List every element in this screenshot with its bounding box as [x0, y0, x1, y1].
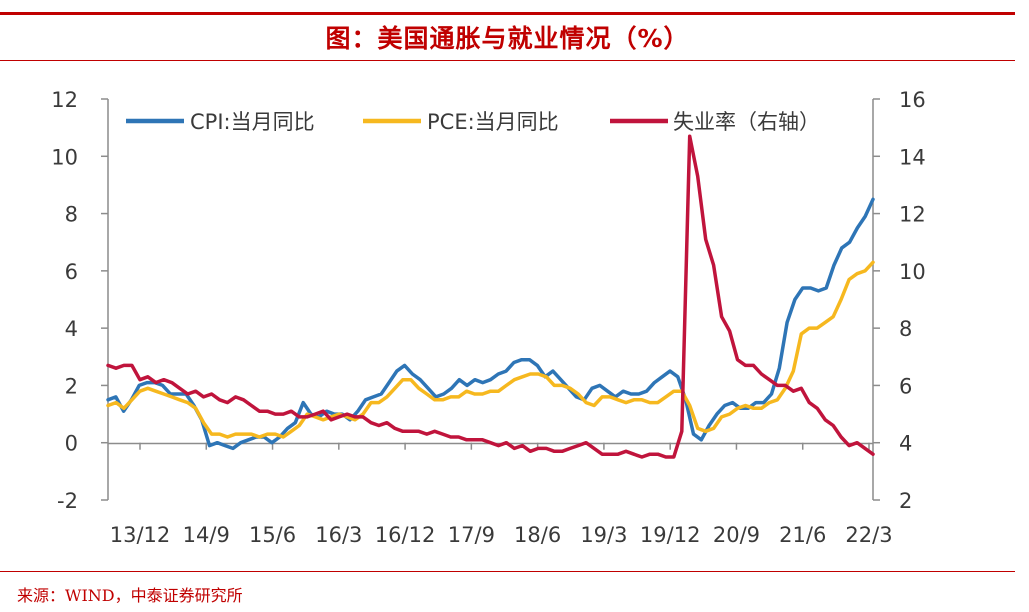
- right-y-tick-label: 6: [899, 374, 912, 398]
- unemployment-series-line: [106, 134, 875, 459]
- x-tick-label: 21/6: [779, 523, 826, 547]
- pce-series-line: [106, 260, 875, 439]
- left-y-tick-label: 10: [51, 145, 78, 169]
- x-tick-label: 17/9: [448, 523, 495, 547]
- x-tick-label: 20/9: [713, 523, 760, 547]
- left-y-tick-label: 2: [65, 374, 78, 398]
- x-tick-label: 19/12: [640, 523, 701, 547]
- left-y-tick-label: -2: [57, 489, 78, 513]
- right-y-tick-label: 14: [899, 145, 926, 169]
- left-y-tick-label: 8: [65, 203, 78, 227]
- x-tick-label: 14/9: [183, 523, 230, 547]
- footer-rule: [0, 571, 1015, 572]
- x-tick-label: 16/3: [315, 523, 362, 547]
- x-tick-label: 16/12: [375, 523, 436, 547]
- x-tick-label: 18/6: [514, 523, 561, 547]
- title-underline: [0, 60, 1015, 61]
- right-y-tick-label: 4: [899, 432, 912, 456]
- right-y-tick-label: 10: [899, 260, 926, 284]
- left-y-tick-label: 6: [65, 260, 78, 284]
- top-rule: [0, 12, 1015, 15]
- left-y-tick-label: 0: [65, 432, 78, 456]
- legend-unemployment-label: 失业率（右轴）: [673, 110, 820, 134]
- right-y-tick-label: 12: [899, 203, 926, 227]
- legend-cpi-label: CPI:当月同比: [190, 110, 315, 134]
- legend-pce-label: PCE:当月同比: [427, 110, 559, 134]
- x-tick-label: 22/3: [845, 523, 892, 547]
- source-note: 来源：WIND，中泰证券研究所: [17, 586, 243, 605]
- right-y-tick-label: 2: [899, 489, 912, 513]
- cpi-series-line: [106, 197, 875, 451]
- right-y-tick-label: 16: [899, 88, 926, 112]
- left-y-tick-label: 12: [51, 88, 78, 112]
- x-tick-label: 13/12: [110, 523, 171, 547]
- right-y-tick-label: 8: [899, 317, 912, 341]
- chart-title: 图：美国通胀与就业情况（%）: [325, 24, 690, 53]
- left-y-tick-label: 4: [65, 317, 78, 341]
- x-tick-label: 15/6: [249, 523, 296, 547]
- line-chart: -2 0 2 4 6 8 10 12 2 4 6 8 10 12 14 16 13/12 14/9 15/6 16…: [51, 88, 926, 547]
- x-tick-label: 19/3: [580, 523, 627, 547]
